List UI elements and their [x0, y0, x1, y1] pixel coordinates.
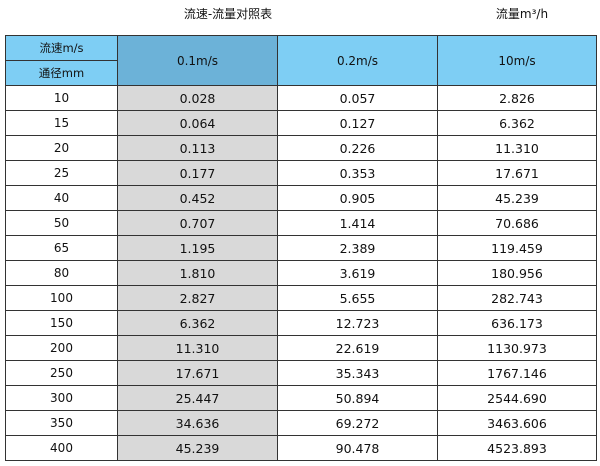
flow-cell: 0.905: [277, 185, 438, 211]
diameter-cell: 15: [5, 110, 118, 136]
flow-cell: 0.057: [277, 85, 438, 111]
flow-cell: 50.894: [277, 385, 438, 411]
flow-cell: 0.113: [117, 135, 278, 161]
flow-cell: 0.707: [117, 210, 278, 236]
flow-cell: 6.362: [437, 110, 597, 136]
diameter-cell: 50: [5, 210, 118, 236]
flow-cell: 0.353: [277, 160, 438, 186]
table-row: 300 25.447 50.894 2544.690: [5, 385, 597, 411]
diameter-cell: 350: [5, 410, 118, 436]
flow-cell: 70.686: [437, 210, 597, 236]
flow-cell: 3463.606: [437, 410, 597, 436]
header-row: 流速m/s 0.1m/s 0.2m/s 10m/s: [5, 35, 597, 86]
flow-cell: 17.671: [437, 160, 597, 186]
flow-cell: 12.723: [277, 310, 438, 336]
diameter-cell: 20: [5, 135, 118, 161]
flow-cell: 11.310: [437, 135, 597, 161]
flow-cell: 0.064: [117, 110, 278, 136]
table-row: 150 6.362 12.723 636.173: [5, 310, 597, 336]
diameter-cell: 80: [5, 260, 118, 286]
flow-cell: 2.826: [437, 85, 597, 111]
column-header-10: 10m/s: [437, 35, 597, 86]
flow-cell: 25.447: [117, 385, 278, 411]
table-row: 40 0.452 0.905 45.239: [5, 185, 597, 211]
flow-cell: 22.619: [277, 335, 438, 361]
velocity-flow-table: 流速m/s 0.1m/s 0.2m/s 10m/s 通径mm 10 0.028 0.…: [5, 35, 597, 461]
table-row: 100 2.827 5.655 282.743: [5, 285, 597, 311]
flow-cell: 636.173: [437, 310, 597, 336]
flow-cell: 1.810: [117, 260, 278, 286]
table-row: 200 11.310 22.619 1130.973: [5, 335, 597, 361]
flow-cell: 2.389: [277, 235, 438, 261]
flow-cell: 0.226: [277, 135, 438, 161]
table-row: 20 0.113 0.226 11.310: [5, 135, 597, 161]
flow-cell: 0.127: [277, 110, 438, 136]
table-row: 15 0.064 0.127 6.362: [5, 110, 597, 136]
flow-cell: 2544.690: [437, 385, 597, 411]
diameter-cell: 100: [5, 285, 118, 311]
flow-cell: 4523.893: [437, 435, 597, 461]
diameter-cell: 25: [5, 160, 118, 186]
table-row: 400 45.239 90.478 4523.893: [5, 435, 597, 461]
diameter-cell: 10: [5, 85, 118, 111]
flow-cell: 1130.973: [437, 335, 597, 361]
flow-cell: 35.343: [277, 360, 438, 386]
table-row: 65 1.195 2.389 119.459: [5, 235, 597, 261]
diameter-cell: 200: [5, 335, 118, 361]
velocity-header: 流速m/s: [5, 35, 118, 61]
flow-cell: 69.272: [277, 410, 438, 436]
flow-cell: 119.459: [437, 235, 597, 261]
diameter-header: 通径mm: [5, 60, 118, 86]
diameter-cell: 65: [5, 235, 118, 261]
table-row: 10 0.028 0.057 2.826: [5, 85, 597, 111]
flow-cell: 0.028: [117, 85, 278, 111]
diameter-cell: 150: [5, 310, 118, 336]
flow-cell: 5.655: [277, 285, 438, 311]
flow-cell: 34.636: [117, 410, 278, 436]
flow-cell: 1.195: [117, 235, 278, 261]
header-row: 通径mm: [5, 60, 597, 86]
table-row: 350 34.636 69.272 3463.606: [5, 410, 597, 436]
unit-label: 流量m³/h: [495, 7, 549, 21]
diameter-cell: 250: [5, 360, 118, 386]
diameter-cell: 400: [5, 435, 118, 461]
diameter-cell: 40: [5, 185, 118, 211]
table-row: 250 17.671 35.343 1767.146: [5, 360, 597, 386]
flow-cell: 17.671: [117, 360, 278, 386]
column-header-0.2: 0.2m/s: [277, 35, 438, 86]
table-row: 80 1.810 3.619 180.956: [5, 260, 597, 286]
flow-cell: 2.827: [117, 285, 278, 311]
flow-cell: 0.177: [117, 160, 278, 186]
flow-cell: 1.414: [277, 210, 438, 236]
flow-cell: 90.478: [277, 435, 438, 461]
diameter-cell: 300: [5, 385, 118, 411]
table-title: 流速-流量对照表: [183, 7, 273, 21]
table-row: 25 0.177 0.353 17.671: [5, 160, 597, 186]
flow-cell: 6.362: [117, 310, 278, 336]
flow-cell: 45.239: [117, 435, 278, 461]
flow-cell: 3.619: [277, 260, 438, 286]
column-header-0.1: 0.1m/s: [117, 35, 278, 86]
flow-cell: 11.310: [117, 335, 278, 361]
table-row: 50 0.707 1.414 70.686: [5, 210, 597, 236]
flow-cell: 0.452: [117, 185, 278, 211]
flow-cell: 1767.146: [437, 360, 597, 386]
flow-cell: 45.239: [437, 185, 597, 211]
flow-cell: 180.956: [437, 260, 597, 286]
flow-cell: 282.743: [437, 285, 597, 311]
